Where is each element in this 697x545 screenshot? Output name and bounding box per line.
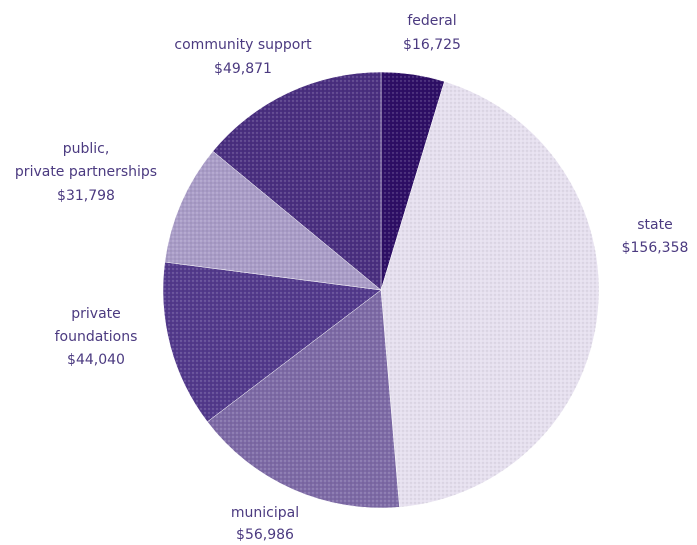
value-community-support: $49,871	[214, 61, 272, 77]
value-state: $156,358	[622, 240, 689, 256]
label-community-support: community support	[174, 37, 312, 53]
label-private-foundations-line1: private	[71, 306, 121, 322]
value-private-foundations: $44,040	[67, 352, 125, 368]
pie-slice-texture-community-support	[212, 72, 381, 290]
label-public-private-line1: public,	[63, 141, 110, 157]
label-public-private-line2: private partnerships	[15, 164, 157, 180]
pie-slice-texture-state	[381, 81, 600, 508]
pie-slices	[162, 71, 600, 509]
pie-slice-texture-private-foundations	[163, 262, 381, 422]
label-private-foundations-line2: foundations	[55, 329, 138, 345]
pie-slice-texture-federal	[381, 72, 445, 290]
label-state: state	[637, 217, 672, 233]
pie-slice-texture-public-private-partnerships	[164, 151, 381, 290]
value-federal: $16,725	[403, 37, 461, 53]
value-public-private: $31,798	[57, 188, 115, 204]
pie-labels: federal $16,725 state $156,358 municipal…	[15, 13, 688, 543]
pie-slice-texture-municipal	[207, 290, 400, 509]
value-municipal: $56,986	[236, 527, 294, 543]
label-federal: federal	[407, 13, 456, 29]
label-municipal: municipal	[231, 505, 299, 521]
